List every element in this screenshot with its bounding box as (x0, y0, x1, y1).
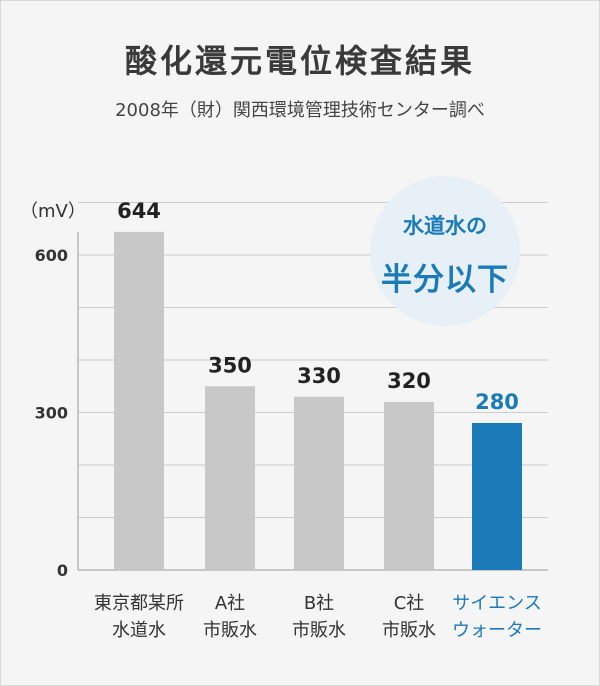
chart-subtitle: 2008年（財）関西環境管理技術センター調べ (115, 100, 485, 121)
y-tick-label: 300 (35, 404, 68, 423)
x-tick-label-line1: B社 (303, 593, 335, 614)
x-tick-label-line2: 市販水 (292, 620, 346, 641)
y-tick-label: 0 (57, 561, 68, 580)
bar (472, 423, 522, 570)
bar (114, 231, 164, 570)
bar-value-label: 350 (208, 353, 252, 377)
bar (205, 386, 255, 570)
bar-value-label: 320 (387, 369, 431, 393)
x-tick-label-line2: 市販水 (382, 620, 436, 641)
bar (384, 402, 434, 570)
y-tick-label: 600 (35, 246, 68, 265)
x-tick-label: C社市販水 (349, 590, 469, 644)
x-tick-label-line1: C社 (393, 593, 425, 614)
badge-line2: 半分以下 (381, 261, 509, 298)
chart-title: 酸化還元電位検査結果 (124, 42, 475, 80)
bar-value-label: 280 (475, 390, 519, 414)
x-tick-label-line2: 市販水 (203, 620, 257, 641)
x-tick-label-line1: A社 (214, 593, 246, 614)
x-tick-label-line1: 東京都某所 (94, 593, 184, 614)
y-unit-label: （mV） (20, 201, 86, 222)
x-tick-label: 東京都某所 水道水 (79, 590, 199, 644)
x-tick-label: サイエンスウォーター (437, 590, 557, 644)
x-tick-label-line1: サイエンス (452, 593, 542, 614)
x-tick-label: B社市販水 (259, 590, 379, 644)
bar-value-label: 644 (117, 199, 161, 223)
x-tick-label-line2: 水道水 (112, 620, 166, 641)
highlight-badge: 水道水の 半分以下 (370, 176, 520, 326)
x-tick-label-line2: ウォーター (452, 620, 542, 641)
bar-value-label: 330 (297, 364, 341, 388)
bar (294, 396, 344, 570)
x-tick-label: A社市販水 (170, 590, 290, 644)
badge-line1: 水道水の (403, 212, 487, 238)
